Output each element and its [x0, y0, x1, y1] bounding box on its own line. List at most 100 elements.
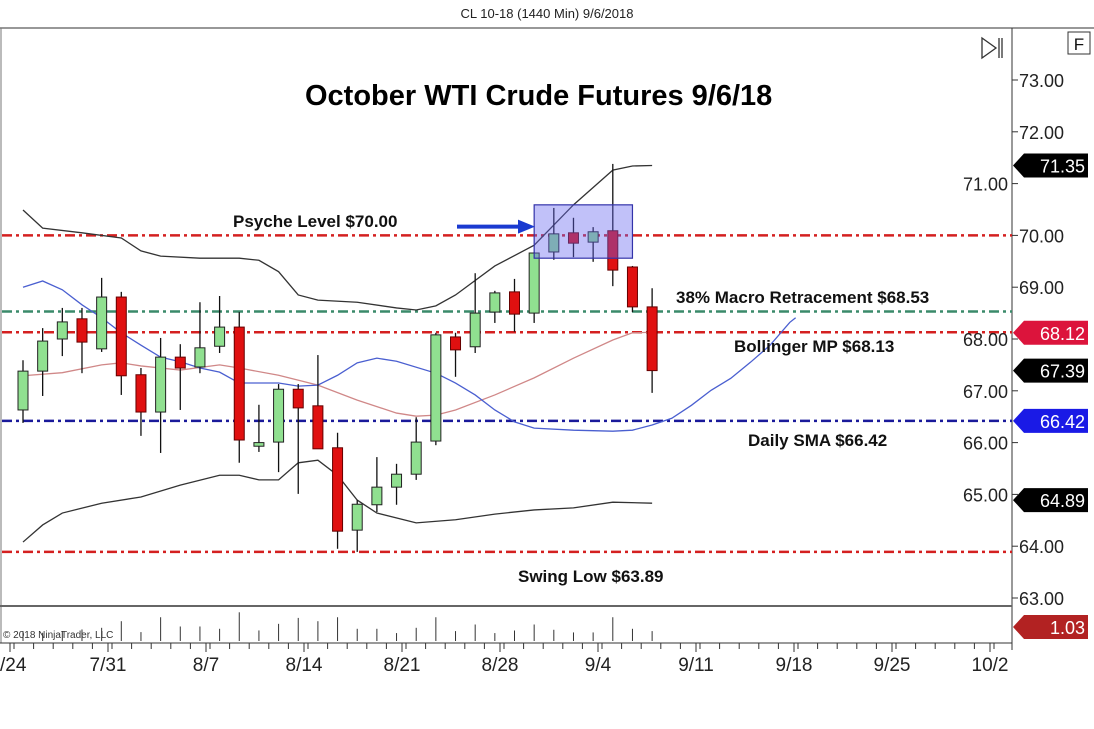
candle: [489, 290, 501, 323]
candle: [292, 384, 304, 494]
chart-title: October WTI Crude Futures 9/6/18: [305, 80, 772, 112]
annotation-macro-retracement: 38% Macro Retracement $68.53: [676, 288, 929, 307]
annotation-psyche-level: Psyche Level $70.00: [233, 212, 397, 231]
candle: [135, 368, 147, 436]
y-tick-label: 73.00: [1019, 71, 1064, 91]
x-tick-label: 9/4: [585, 655, 612, 676]
f-button[interactable]: F: [1067, 31, 1091, 55]
candle: [37, 328, 49, 396]
candle-body: [194, 347, 206, 368]
candle: [17, 360, 29, 423]
candle: [469, 273, 481, 353]
candle: [567, 217, 579, 258]
highlight-box-layer: [457, 204, 634, 259]
candle: [233, 312, 245, 463]
price-tag-64-89-label: 64.89: [1040, 491, 1085, 511]
candle-body: [96, 296, 108, 350]
x-tick-label: 9/25: [874, 655, 911, 676]
bollinger-upper-line: [22, 164, 653, 311]
x-tick-label: 8/21: [384, 655, 421, 676]
candle-body: [273, 388, 285, 443]
candle: [351, 500, 363, 552]
volume-bars: [22, 612, 653, 641]
candle: [509, 278, 520, 332]
candle-body: [155, 356, 167, 413]
y-tick-label: 66.00: [963, 434, 1008, 454]
candle-body: [469, 312, 481, 348]
candle: [155, 337, 167, 453]
y-tick-label: 70.00: [1019, 226, 1064, 246]
candle-body: [135, 374, 147, 413]
candle-body: [528, 252, 540, 314]
price-tag-64-89-shape: [1013, 488, 1088, 513]
price-tag-71-35-label: 71.35: [1040, 156, 1085, 176]
candle-body: [292, 388, 304, 409]
candle-body: [509, 291, 520, 315]
skip-to-end-icon[interactable]: [981, 36, 1003, 60]
annotation-swing-low: Swing Low $63.89: [518, 567, 664, 586]
candle: [312, 355, 324, 450]
candle-body: [646, 306, 658, 372]
candle-body: [371, 486, 383, 506]
candle-body: [489, 292, 501, 313]
x-tick-label: 8/7: [193, 655, 219, 676]
candle: [626, 265, 638, 313]
arrow-head-icon: [518, 219, 535, 234]
chart-header-title: CL 10-18 (1440 Min) 9/6/2018: [461, 6, 634, 21]
candle-body: [410, 441, 422, 475]
candle: [194, 302, 206, 374]
candle-body: [548, 233, 560, 253]
y-tick-label: 71.00: [963, 175, 1008, 195]
candle: [76, 307, 88, 374]
candle-body: [626, 266, 638, 308]
candle-body: [17, 370, 29, 411]
candle: [410, 417, 422, 480]
candle-body: [607, 230, 619, 271]
y-tick-label: 68.00: [963, 330, 1008, 350]
price-tag-66-42: 66.42: [1013, 408, 1088, 433]
candle: [214, 296, 226, 353]
candle-body: [37, 340, 49, 372]
price-tags: 71.35 68.12 67.39 66.42 64.89 1.03: [1013, 153, 1088, 639]
price-tag-67-39-label: 67.39: [1040, 362, 1085, 382]
candle: [332, 432, 344, 549]
price-tag-66-42-shape: [1013, 408, 1088, 433]
y-tick-label: 69.00: [1019, 278, 1064, 298]
volume-tag-label: 1.03: [1050, 618, 1085, 638]
candle-body: [56, 321, 68, 340]
candle-body: [233, 326, 245, 441]
candle-body: [115, 296, 127, 377]
y-tick-label: 65.00: [963, 485, 1008, 505]
y-tick-label: 67.00: [963, 382, 1008, 402]
price-tag-68-12-shape: [1013, 320, 1088, 345]
volume-tag-shape: [1013, 615, 1088, 639]
price-tag-67-39: 67.39: [1013, 358, 1088, 383]
candle: [56, 307, 68, 357]
candle-body: [174, 356, 186, 369]
y-tick-label: 72.00: [1019, 123, 1064, 143]
candle-body: [253, 442, 265, 447]
x-tick-label: 9/18: [776, 655, 813, 676]
candle: [391, 463, 403, 505]
price-tag-67-39-shape: [1013, 358, 1088, 383]
x-tick-label: 8/28: [482, 655, 519, 676]
price-tag-71-35-shape: [1013, 153, 1088, 178]
price-tag-68-12-label: 68.12: [1040, 324, 1085, 344]
candle: [587, 227, 599, 262]
candle-body: [312, 405, 324, 450]
copyright-text: © 2018 NinjaTrader, LLC: [3, 630, 113, 641]
candle: [528, 251, 540, 323]
candle: [115, 291, 127, 395]
f-button-label: F: [1074, 35, 1084, 54]
y-tick-label: 63.00: [1019, 589, 1064, 609]
candle-body: [430, 334, 442, 442]
candle: [430, 332, 442, 446]
annotation-daily-sma: Daily SMA $66.42: [748, 431, 887, 450]
candle-body: [391, 473, 403, 488]
candle: [96, 277, 108, 352]
candle-body: [567, 232, 579, 244]
candle: [371, 457, 383, 513]
candle-body: [450, 336, 462, 351]
candle: [646, 288, 658, 393]
